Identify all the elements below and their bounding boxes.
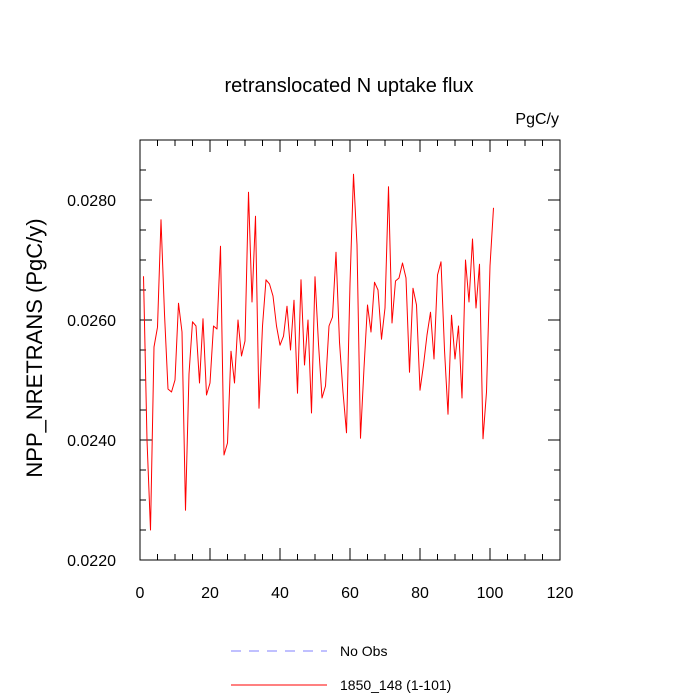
x-tick-label: 100: [477, 585, 504, 602]
units-label: PgC/y: [515, 111, 559, 128]
plot-area: [139, 139, 561, 561]
data-series: [143, 173, 494, 531]
x-tick-label: 20: [201, 585, 219, 602]
x-tick-label: 0: [136, 585, 145, 602]
x-tick-label: 80: [411, 585, 429, 602]
y-tick-label: 0.0280: [67, 193, 116, 210]
axis-ticks: [139, 139, 561, 561]
y-tick-labels: 0.0220 0.0240 0.0260 0.0280: [67, 193, 116, 570]
x-tick-labels: 0 20 40 60 80 100 120: [136, 585, 574, 602]
y-tick-label: 0.0220: [67, 553, 116, 570]
legend-label-no-obs: No Obs: [340, 643, 387, 659]
x-tick-label: 40: [271, 585, 289, 602]
plot-frame: [139, 139, 561, 561]
legend-label-1850-148: 1850_148 (1-101): [340, 677, 451, 693]
legend: No Obs 1850_148 (1-101): [231, 643, 451, 693]
y-tick-label: 0.0260: [67, 313, 116, 330]
x-tick-label: 60: [341, 585, 359, 602]
y-tick-label: 0.0240: [67, 433, 116, 450]
y-axis-label: NPP_NRETRANS (PgC/y): [22, 218, 47, 477]
x-tick-label: 120: [547, 585, 574, 602]
series-line-1: [143, 173, 494, 531]
chart-title: retranslocated N uptake flux: [224, 75, 473, 97]
